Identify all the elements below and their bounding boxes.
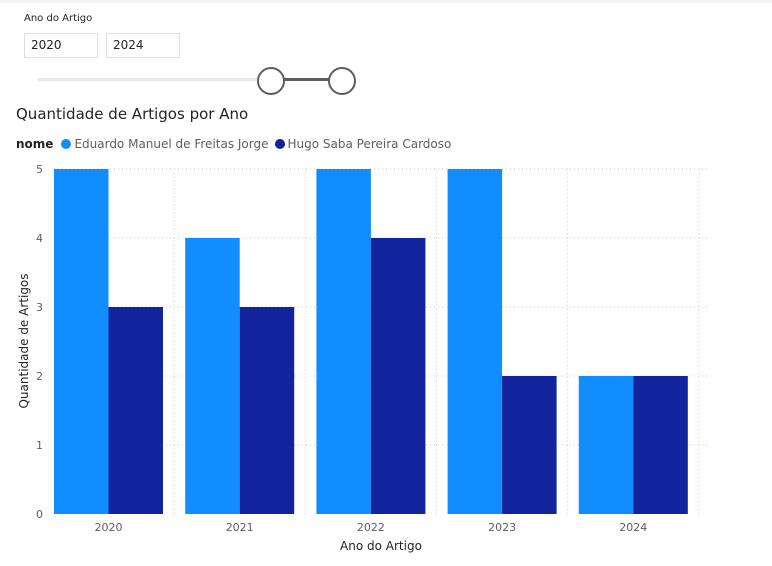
slider-track[interactable] [37, 78, 270, 81]
x-tick-label: 2021 [226, 521, 254, 534]
legend-title: nome [16, 137, 54, 151]
range-min-input[interactable]: 2020 [24, 33, 98, 58]
bar-2021-series-0[interactable] [185, 238, 240, 514]
legend-dot-series-0 [61, 139, 72, 149]
top-border [0, 0, 772, 3]
y-tick-label: 4 [36, 232, 43, 245]
y-tick-label: 3 [36, 301, 43, 314]
x-tick-label: 2020 [95, 521, 123, 534]
bar-2020-series-1[interactable] [108, 307, 164, 514]
legend: nome Eduardo Manuel de Freitas Jorge Hug… [16, 137, 457, 151]
bar-2023-series-0[interactable] [447, 169, 503, 514]
y-axis-ticks: 0 1 2 3 4 5 [36, 163, 43, 521]
slider-thumb-max[interactable] [328, 67, 356, 95]
x-axis-label: Ano do Artigo [340, 539, 422, 553]
chart-title: Quantidade de Artigos por Ano [16, 105, 249, 123]
x-tick-label: 2022 [357, 521, 385, 534]
slicer-title: Ano do Artigo [24, 13, 93, 24]
slider-thumb-min[interactable] [257, 67, 285, 95]
bars [54, 169, 688, 514]
slider-selected-range [270, 78, 341, 81]
legend-label-series-0: Eduardo Manuel de Freitas Jorge [74, 137, 269, 151]
range-max-input[interactable]: 2024 [106, 33, 180, 58]
bar-2024-series-1[interactable] [633, 376, 688, 514]
bar-2021-series-1[interactable] [239, 307, 295, 514]
bar-2022-series-0[interactable] [316, 169, 371, 514]
bar-2020-series-0[interactable] [54, 169, 109, 514]
legend-label-series-1: Hugo Saba Pereira Cardoso [287, 137, 452, 151]
legend-item-series-0[interactable]: Eduardo Manuel de Freitas Jorge [61, 137, 269, 151]
x-axis-ticks: 2020 2021 2022 2023 2024 [95, 521, 648, 534]
y-tick-label: 2 [36, 370, 43, 383]
legend-dot-series-1 [274, 139, 285, 149]
y-tick-label: 1 [36, 439, 43, 452]
y-tick-label: 5 [36, 163, 43, 176]
y-tick-label: 0 [36, 508, 43, 521]
bar-2024-series-0[interactable] [578, 376, 634, 514]
legend-item-series-1[interactable]: Hugo Saba Pereira Cardoso [274, 137, 452, 151]
y-axis-label: Quantidade de Artigos [17, 273, 31, 408]
bar-2022-series-1[interactable] [370, 238, 426, 514]
x-tick-label: 2023 [488, 521, 516, 534]
bar-2023-series-1[interactable] [502, 376, 557, 514]
x-tick-label: 2024 [619, 521, 647, 534]
